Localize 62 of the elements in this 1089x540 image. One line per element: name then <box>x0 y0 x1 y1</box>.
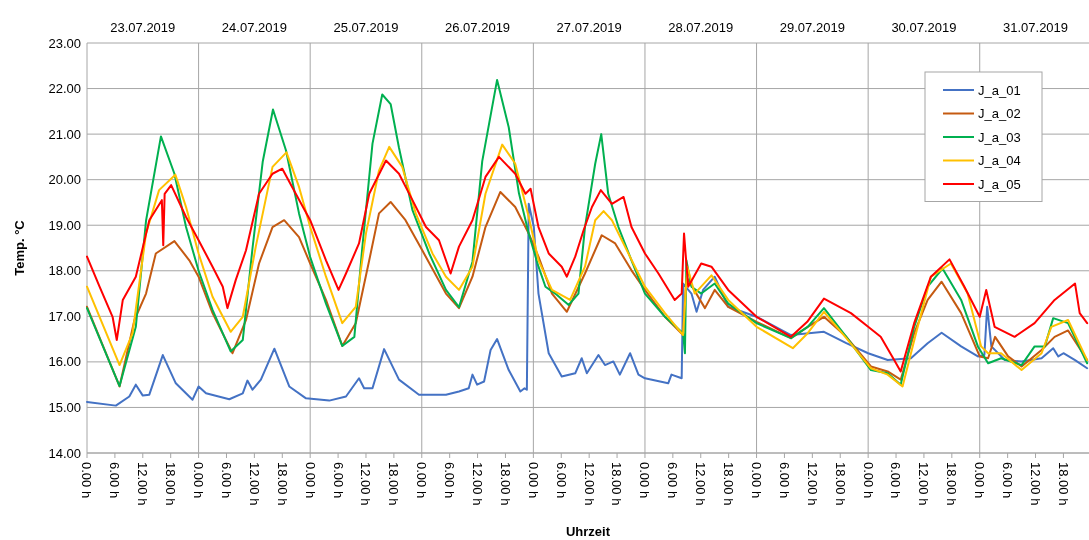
x-tick-label: 6.00 h <box>442 462 458 499</box>
x-tick-label: 18.00 h <box>832 462 848 506</box>
x-tick-label: 18.00 h <box>944 462 960 506</box>
legend-label: J_a_01 <box>978 82 1021 98</box>
x-tick-label: 12.00 h <box>693 462 709 506</box>
x-tick-label: 12.00 h <box>1027 462 1043 506</box>
x-tick-label: 18.00 h <box>1055 462 1071 506</box>
x-tick-label: 18.00 h <box>721 462 737 506</box>
legend-label: J_a_02 <box>978 106 1021 122</box>
x-tick-label: 18.00 h <box>386 462 402 506</box>
y-tick-label: 21.00 <box>48 126 81 142</box>
x-tick-label: 12.00 h <box>358 462 374 506</box>
y-tick-label: 20.00 <box>48 172 81 188</box>
x-tick-label: 18.00 h <box>274 462 290 506</box>
x2-tick-label: 25.07.2019 <box>333 20 399 35</box>
y-tick-label: 19.00 <box>48 217 81 233</box>
x-tick-label: 6.00 h <box>107 462 123 499</box>
legend-label: J_a_03 <box>978 129 1021 145</box>
x2-tick-label: 30.07.2019 <box>891 20 957 35</box>
y-tick-label: 22.00 <box>48 81 81 97</box>
x2-tick-label: 28.07.2019 <box>668 20 734 35</box>
y-tick-label: 14.00 <box>48 445 81 461</box>
y-tick-label: 16.00 <box>48 354 81 370</box>
x-tick-label: 0.00 h <box>191 462 207 499</box>
x-tick-label: 12.00 h <box>581 462 597 506</box>
x-tick-label: 6.00 h <box>218 462 234 499</box>
x2-tick-label: 23.07.2019 <box>110 20 176 35</box>
x-tick-label: 18.00 h <box>497 462 513 506</box>
x-tick-label: 6.00 h <box>553 462 569 499</box>
x-tick-label: 6.00 h <box>1000 462 1016 499</box>
x2-tick-label: 31.07.2019 <box>1002 20 1069 35</box>
x2-tick-label: 24.07.2019 <box>221 20 287 35</box>
x-tick-label: 0.00 h <box>637 462 653 499</box>
x-tick-label: 18.00 h <box>609 462 625 506</box>
x-tick-label: 0.00 h <box>860 462 876 499</box>
x-tick-label: 0.00 h <box>414 462 430 499</box>
x-axis-title: Uhrzeit <box>565 524 611 539</box>
y-tick-label: 18.00 <box>48 263 81 279</box>
x-tick-label: 0.00 h <box>302 462 318 499</box>
x-tick-label: 12.00 h <box>916 462 932 506</box>
x-tick-label: 12.00 h <box>804 462 820 506</box>
x2-tick-label: 26.07.2019 <box>445 20 511 35</box>
x-tick-label: 6.00 h <box>665 462 681 499</box>
y-tick-label: 17.00 <box>48 308 81 324</box>
x-tick-label: 6.00 h <box>330 462 346 499</box>
x-tick-label: 12.00 h <box>246 462 262 506</box>
x-tick-label: 6.00 h <box>776 462 792 499</box>
legend-label: J_a_04 <box>978 153 1021 169</box>
x-tick-label: 18.00 h <box>163 462 179 506</box>
x-tick-label: 0.00 h <box>525 462 541 499</box>
x-tick-label: 6.00 h <box>888 462 904 499</box>
x-tick-label: 0.00 h <box>79 462 95 499</box>
x2-tick-label: 29.07.2019 <box>779 20 845 35</box>
x-tick-label: 0.00 h <box>749 462 764 499</box>
y-axis-title: Temp. °C <box>12 219 27 276</box>
x2-tick-label: 27.07.2019 <box>556 20 622 35</box>
x-tick-label: 12.00 h <box>135 462 151 506</box>
y-tick-label: 23.00 <box>48 35 81 51</box>
x-tick-label: 0.00 h <box>972 462 988 499</box>
y-tick-label: 15.00 <box>48 399 81 415</box>
x-tick-label: 12.00 h <box>470 462 486 506</box>
legend-label: J_a_05 <box>978 176 1021 192</box>
